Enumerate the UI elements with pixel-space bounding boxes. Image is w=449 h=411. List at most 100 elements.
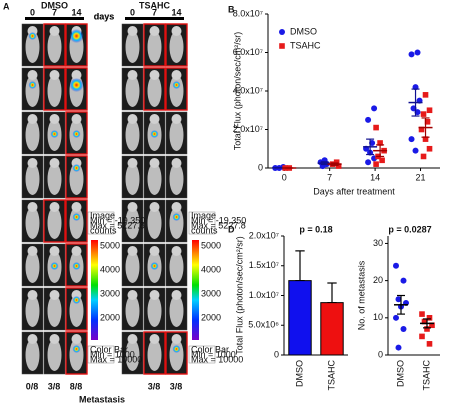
x-tick-label: 21 xyxy=(416,172,426,182)
y-tick-label: 1.5x10⁷ xyxy=(249,260,279,270)
mouse-body xyxy=(47,75,62,107)
point xyxy=(400,277,407,284)
mouse-head xyxy=(49,70,60,80)
mouse-head xyxy=(27,290,38,300)
mouse-head xyxy=(27,334,38,344)
signal xyxy=(172,213,181,221)
x-tick-label: 0 xyxy=(282,172,287,182)
x-tick-label: DMSO xyxy=(294,360,304,387)
panel-label: B xyxy=(228,4,235,14)
point xyxy=(426,107,433,114)
mouse-head xyxy=(71,334,82,344)
y-axis-title: Total Flux (photon/sec/cm²/sr) xyxy=(232,32,242,151)
mouse-body xyxy=(169,251,184,283)
mouse-body xyxy=(147,295,162,327)
mouse-body xyxy=(169,295,184,327)
colorbar-text: Max = 5227.8 xyxy=(90,220,145,230)
mouse-images xyxy=(21,23,188,375)
mouse-body xyxy=(69,339,84,371)
x-axis-title: Days after treatment xyxy=(313,186,395,196)
point xyxy=(365,116,372,123)
colorbar-text: Image xyxy=(191,210,216,220)
y-tick-label: 0 xyxy=(258,162,263,172)
x-tick-label: DMSO xyxy=(395,360,405,387)
mouse-body xyxy=(25,251,40,283)
mouse-body xyxy=(69,163,84,195)
colorbar-tick: 4000 xyxy=(201,264,221,274)
signal xyxy=(69,29,84,43)
signal xyxy=(72,296,81,304)
mouse-body xyxy=(25,75,40,107)
point xyxy=(412,147,419,154)
annotation: p = 0.18 xyxy=(299,224,332,234)
mouse-head xyxy=(127,114,138,124)
colorbar-text: Max = 5227.8 xyxy=(191,220,246,230)
metastasis-count: 8/8 xyxy=(70,381,83,391)
mouse-body xyxy=(125,31,140,63)
mouse-body xyxy=(47,295,62,327)
mouse-body xyxy=(147,75,162,107)
point xyxy=(393,262,399,269)
signal xyxy=(50,130,59,138)
mouse-head xyxy=(149,26,160,36)
mouse-head xyxy=(171,334,182,344)
point xyxy=(424,326,430,332)
point xyxy=(279,43,285,49)
y-tick-label: 0 xyxy=(274,349,279,359)
colorbar-tick: 2000 xyxy=(201,312,221,322)
mouse-body xyxy=(125,119,140,151)
colorbar-text: Min = -19.350 xyxy=(191,215,246,225)
mouse-body xyxy=(25,295,40,327)
colorbar-box xyxy=(188,211,216,235)
mouse-head xyxy=(127,290,138,300)
point xyxy=(379,157,385,164)
signal xyxy=(72,345,81,353)
colorbar-text: counts xyxy=(191,225,218,235)
metastasis-count: 0/8 xyxy=(26,381,39,391)
signal xyxy=(72,130,81,138)
day-label: 14 xyxy=(171,7,181,17)
mouse-body xyxy=(25,31,40,63)
mouse-body xyxy=(147,163,162,195)
point xyxy=(420,153,427,160)
mouse-head xyxy=(171,158,182,168)
mouse-head xyxy=(127,246,138,256)
mouse-body xyxy=(169,163,184,195)
mouse-body xyxy=(125,295,140,327)
day-label: 0 xyxy=(130,7,135,17)
mouse-head xyxy=(71,202,82,212)
point xyxy=(420,111,427,117)
x-tick-label: 7 xyxy=(327,172,332,182)
mouse-body xyxy=(47,207,62,239)
mouse-head xyxy=(71,114,82,124)
y-tick-label: 1.0x10⁷ xyxy=(249,290,279,300)
point xyxy=(408,51,415,58)
mouse-head xyxy=(127,26,138,36)
colorbar-box xyxy=(87,345,115,364)
mouse-head xyxy=(127,158,138,168)
metastasis-label: Metastasis xyxy=(79,394,125,404)
mouse-head xyxy=(27,202,38,212)
panel-label: D xyxy=(228,224,235,234)
colorbar-tick: 4000 xyxy=(100,264,120,274)
point xyxy=(400,325,407,332)
y-tick-label: 0 xyxy=(378,349,383,359)
mouse-body xyxy=(147,339,162,371)
mouse-body xyxy=(125,75,140,107)
mouse-head xyxy=(27,246,38,256)
point xyxy=(377,140,383,146)
day-label: 0 xyxy=(30,7,35,17)
point xyxy=(421,318,428,325)
bar xyxy=(320,302,344,356)
mouse-head xyxy=(127,202,138,212)
legend-label: DMSO xyxy=(290,26,317,36)
point xyxy=(333,159,340,166)
colorbar-text: Color Bar xyxy=(90,344,128,354)
point xyxy=(419,333,425,340)
colorbar-box xyxy=(188,345,216,364)
point xyxy=(371,105,378,112)
point xyxy=(365,159,372,166)
point xyxy=(422,136,429,142)
mouse-head xyxy=(149,114,160,124)
